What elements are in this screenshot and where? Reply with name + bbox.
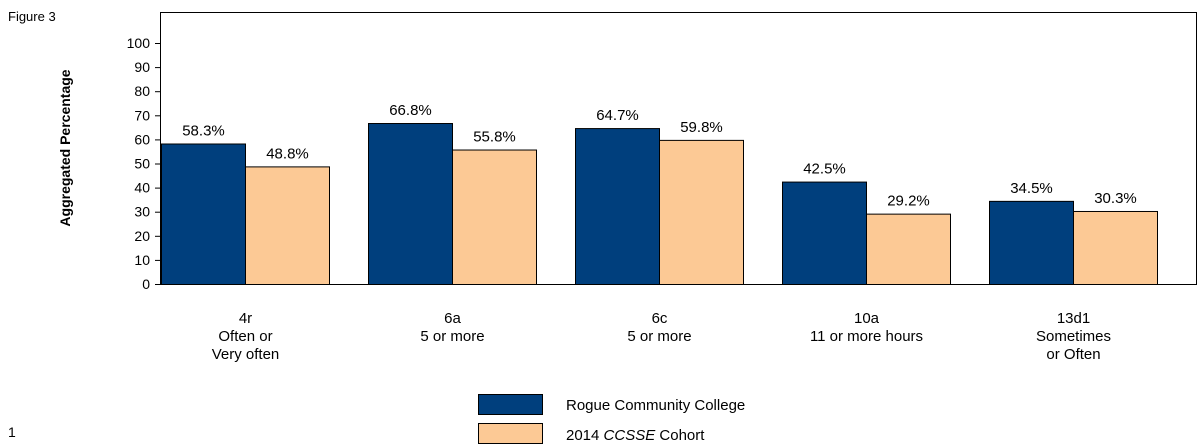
bar-series-1-cat-0 [245,166,330,285]
bar-series-0-cat-1 [368,123,453,286]
y-tick-label: 90 [134,59,150,75]
category-label: 5 or more [627,328,691,345]
data-label: 55.8% [473,129,516,146]
bar-series-0-cat-2 [575,128,660,285]
bar-series-0-cat-4 [989,200,1074,285]
y-tick-label: 20 [134,228,150,244]
bar-series-1-cat-4 [1073,210,1158,286]
data-label: 34.5% [1010,180,1053,197]
category-label: 11 or more hours [810,328,923,345]
y-tick-label: 0 [142,276,150,292]
page-number: 1 [8,424,16,440]
y-tick-label: 80 [134,83,150,99]
legend-label-rogue: Rogue Community College [566,397,745,414]
data-label: 59.8% [680,119,723,136]
bar-series-1-cat-2 [659,139,744,285]
category-label: Often or [218,328,272,345]
category-label: Sometimes [1036,328,1111,345]
category-label: 13d1 [1057,310,1090,327]
bar-series-0-cat-0 [161,143,246,285]
figure-label: Figure 3 [8,9,56,24]
data-label: 42.5% [803,161,846,178]
category-label: 10a [854,310,880,327]
bar-series-0-cat-3 [782,181,867,285]
y-tick-label: 100 [127,35,151,51]
data-label: 29.2% [887,193,930,210]
y-axis-label: Aggregated Percentage [57,69,73,226]
data-label: 64.7% [596,107,639,124]
y-tick-label: 50 [134,156,150,172]
legend-swatch-cohort [478,423,543,444]
bars: 58.3% 48.8% 66.8% 55.8% 64.7% 59.8% 42.5% 29.2%… [161,102,1158,286]
category-label: 6c [652,310,668,327]
bar-series-1-cat-1 [452,149,537,285]
bar-series-1-cat-3 [866,213,951,286]
data-label: 48.8% [266,145,309,162]
data-label: 66.8% [389,102,432,119]
legend-swatch-rogue [478,394,543,415]
y-axis: 0 10 20 30 40 50 60 70 80 90 100 [127,35,161,292]
y-tick-label: 70 [134,107,150,123]
category-label: or Often [1046,346,1100,363]
y-tick-label: 40 [134,180,150,196]
legend: Rogue Community College 2014 CCSSE Cohor… [478,394,745,444]
category-label: 4r [239,310,252,327]
data-label: 30.3% [1094,190,1137,207]
category-label: 6a [444,310,461,327]
y-tick-label: 60 [134,131,150,147]
y-tick-label: 10 [134,252,150,268]
category-label: Very often [212,346,280,363]
data-label: 58.3% [182,122,225,139]
y-tick-label: 30 [134,204,150,220]
category-label: 5 or more [420,328,484,345]
legend-label-cohort: 2014 CCSSE Cohort [566,427,705,444]
